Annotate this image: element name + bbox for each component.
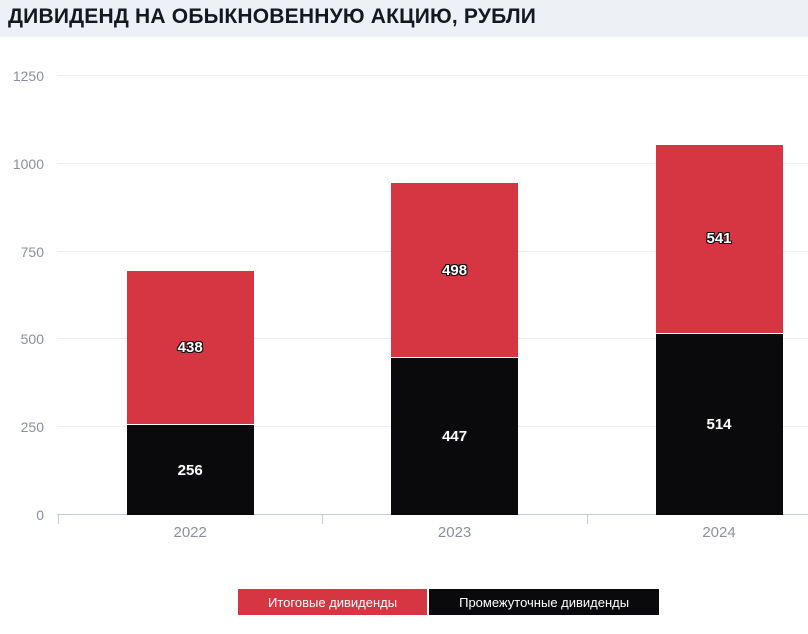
bar-value-label: 541	[706, 230, 732, 248]
bar-value-label: 514	[706, 416, 732, 434]
x-axis-tick	[586, 515, 588, 524]
y-tick-label: 0	[36, 507, 44, 523]
bar-segment-final-2022[interactable]: 438	[126, 271, 254, 426]
bar-value-label: 498	[442, 261, 468, 279]
x-category-label: 2023	[437, 524, 472, 541]
x-axis-tick	[58, 515, 59, 524]
x-category-label: 2024	[702, 524, 736, 541]
legend-item-final[interactable]: Итоговые дивиденды	[238, 589, 428, 615]
bar-segment-interim-2022[interactable]: 256	[126, 425, 254, 515]
chart-legend: Итоговые дивиденды Промежуточные дивиденд…	[238, 589, 660, 615]
gridline-1250	[57, 75, 808, 76]
bar-value-label: 447	[442, 428, 468, 445]
y-tick-label: 750	[20, 243, 44, 260]
legend-item-interim[interactable]: Промежуточные дивиденды	[429, 589, 660, 615]
y-tick-label: 250	[20, 419, 44, 436]
x-category-label: 2022	[173, 524, 207, 541]
bar-segment-interim-2023[interactable]: 447	[391, 358, 519, 515]
plot-area: 256 438 447 498 514 541	[57, 75, 808, 515]
y-tick-label: 500	[20, 331, 44, 348]
bar-segment-interim-2024[interactable]: 514	[655, 334, 783, 515]
gridline-1000	[57, 162, 808, 164]
bar-segment-final-2023[interactable]: 498	[391, 183, 519, 359]
x-axis-tick	[322, 515, 324, 524]
y-tick-label: 1000	[12, 155, 44, 172]
bar-segment-final-2024[interactable]: 541	[655, 144, 783, 335]
y-tick-label: 1250	[12, 68, 44, 84]
bar-value-label: 438	[177, 339, 203, 357]
chart-header: ДИВИДЕНД НА ОБЫКНОВЕННУЮ АКЦИЮ, РУБЛИ	[0, 0, 808, 37]
chart-title: ДИВИДЕНД НА ОБЫКНОВЕННУЮ АКЦИЮ, РУБЛИ	[8, 5, 537, 28]
bar-value-label: 256	[177, 461, 203, 479]
